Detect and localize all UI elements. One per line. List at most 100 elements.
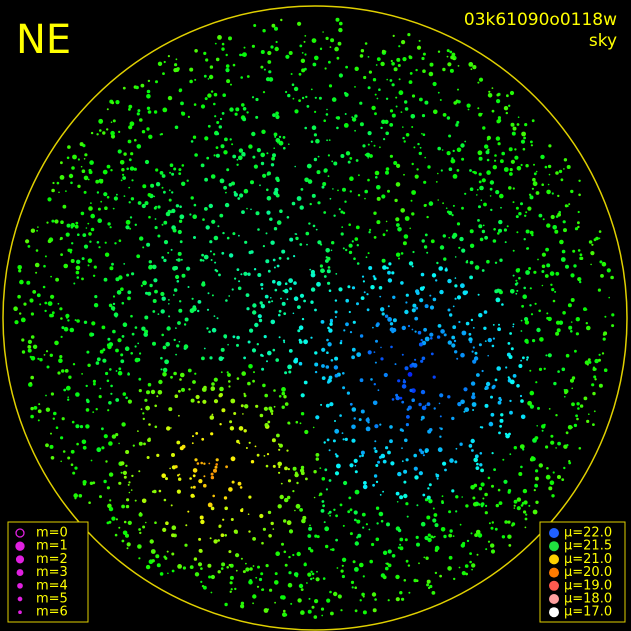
- star: [189, 79, 193, 84]
- star: [483, 310, 488, 314]
- star: [89, 160, 94, 165]
- star: [437, 91, 440, 94]
- star: [470, 438, 475, 444]
- star: [426, 515, 431, 520]
- star: [295, 233, 298, 236]
- star: [486, 259, 490, 264]
- star: [389, 154, 393, 158]
- star: [509, 453, 512, 456]
- star: [363, 481, 367, 485]
- star: [470, 381, 476, 386]
- star: [213, 92, 218, 97]
- star: [152, 341, 156, 346]
- star: [577, 407, 580, 410]
- star: [457, 88, 459, 91]
- star: [406, 515, 409, 518]
- star: [166, 326, 171, 331]
- star: [249, 567, 253, 571]
- star: [278, 256, 282, 260]
- star: [275, 358, 280, 362]
- star: [437, 172, 439, 175]
- star: [247, 381, 251, 386]
- star: [88, 170, 93, 175]
- star: [458, 320, 461, 324]
- star: [151, 490, 155, 493]
- star: [520, 139, 526, 144]
- star: [509, 90, 515, 96]
- star: [465, 572, 468, 576]
- star: [429, 294, 432, 297]
- star: [245, 293, 250, 297]
- star: [276, 433, 280, 438]
- star: [304, 126, 308, 130]
- star: [499, 424, 502, 428]
- star: [187, 368, 192, 373]
- star: [361, 275, 365, 278]
- star: [44, 255, 47, 258]
- star: [575, 317, 580, 322]
- star: [300, 610, 305, 615]
- star: [488, 90, 491, 93]
- star: [444, 268, 448, 272]
- star: [47, 301, 53, 306]
- star: [57, 371, 61, 375]
- star: [385, 170, 389, 175]
- star: [402, 126, 404, 128]
- star: [535, 500, 539, 504]
- star: [30, 375, 34, 380]
- star: [129, 121, 135, 127]
- star: [283, 341, 286, 344]
- star: [438, 266, 444, 271]
- star: [538, 309, 541, 313]
- star: [523, 136, 526, 140]
- star: [243, 46, 246, 49]
- star: [243, 271, 248, 276]
- star: [449, 458, 454, 463]
- star: [111, 101, 115, 105]
- star: [310, 549, 314, 553]
- star: [221, 112, 225, 115]
- star: [403, 480, 407, 484]
- star: [131, 272, 135, 276]
- star: [273, 147, 276, 149]
- star: [236, 335, 240, 340]
- star: [266, 188, 269, 192]
- star: [512, 249, 515, 252]
- star: [382, 575, 387, 580]
- star: [563, 228, 567, 233]
- star: [315, 577, 320, 582]
- star: [524, 526, 527, 529]
- star: [152, 264, 157, 270]
- star: [501, 303, 504, 306]
- star: [103, 192, 108, 197]
- star: [273, 405, 276, 408]
- star: [122, 322, 128, 328]
- star: [267, 350, 272, 356]
- star: [326, 339, 329, 342]
- mode-label: sky: [589, 31, 617, 51]
- star: [588, 413, 590, 416]
- star: [99, 495, 102, 499]
- star: [402, 241, 407, 246]
- star: [174, 125, 179, 130]
- star: [67, 319, 70, 322]
- star: [498, 431, 501, 435]
- star: [207, 78, 210, 80]
- star: [98, 118, 104, 124]
- star: [115, 348, 119, 353]
- star: [88, 206, 93, 211]
- star: [570, 378, 574, 383]
- star: [141, 498, 147, 504]
- star: [170, 427, 172, 429]
- star: [541, 264, 546, 269]
- star: [508, 544, 512, 547]
- star: [544, 274, 549, 278]
- star: [469, 444, 472, 447]
- star: [161, 186, 164, 189]
- brightness-label: μ=21.5: [564, 539, 612, 554]
- star: [461, 571, 466, 576]
- star: [262, 91, 266, 94]
- star: [198, 548, 203, 553]
- star: [531, 119, 535, 123]
- star: [270, 163, 275, 167]
